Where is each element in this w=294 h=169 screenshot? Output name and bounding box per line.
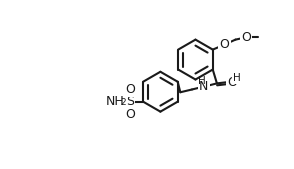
Text: O: O bbox=[125, 83, 135, 96]
Text: O: O bbox=[125, 108, 135, 121]
Text: H: H bbox=[198, 76, 206, 86]
Text: O: O bbox=[219, 38, 229, 51]
Text: NH: NH bbox=[106, 95, 125, 108]
Text: N: N bbox=[199, 80, 208, 93]
Text: O: O bbox=[241, 31, 251, 44]
Text: 2: 2 bbox=[121, 98, 126, 107]
Text: S: S bbox=[126, 95, 134, 108]
Text: O: O bbox=[227, 76, 237, 89]
Text: H: H bbox=[233, 73, 241, 83]
